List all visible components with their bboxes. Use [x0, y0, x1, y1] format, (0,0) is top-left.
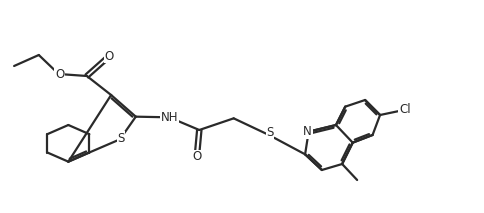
- Text: O: O: [192, 151, 201, 164]
- Text: Cl: Cl: [398, 104, 410, 117]
- Text: O: O: [105, 49, 114, 62]
- Text: S: S: [266, 127, 273, 140]
- Text: NH: NH: [160, 111, 178, 124]
- Text: O: O: [55, 68, 64, 81]
- Text: N: N: [302, 125, 311, 138]
- Text: S: S: [117, 132, 124, 145]
